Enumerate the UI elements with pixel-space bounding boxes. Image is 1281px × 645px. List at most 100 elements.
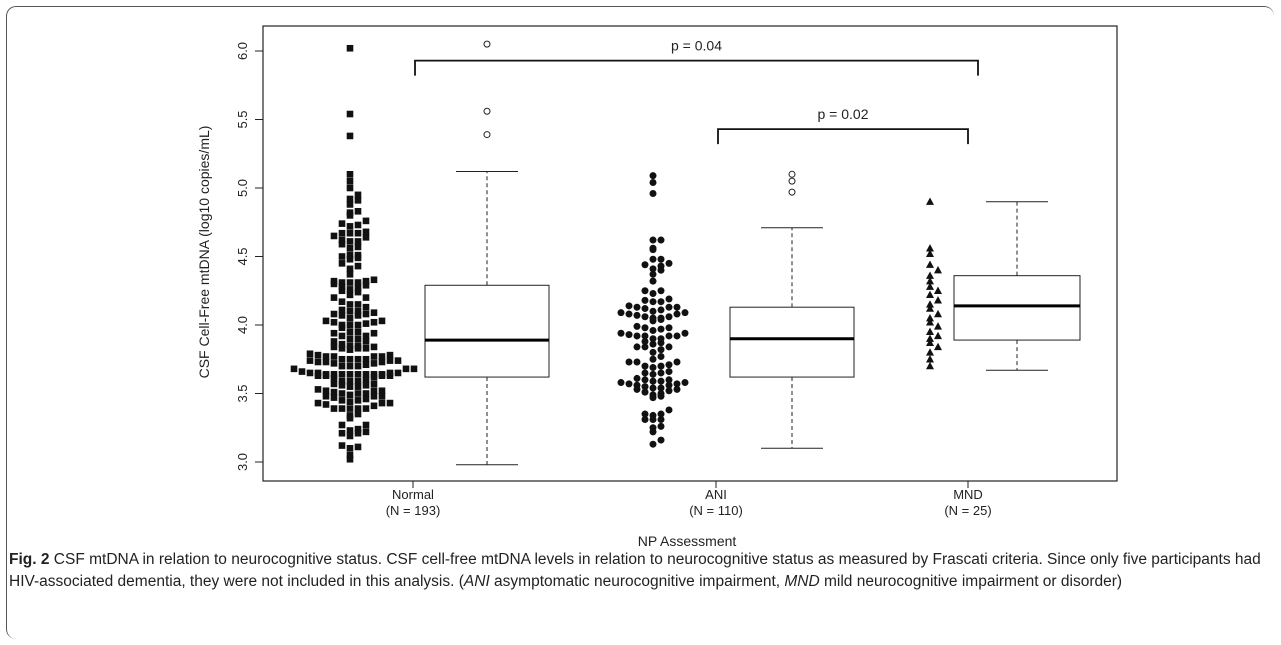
mnd-data-point xyxy=(934,266,942,274)
normal-data-point xyxy=(362,390,370,397)
ani-data-point xyxy=(665,387,673,395)
normal-data-point xyxy=(346,201,354,208)
ani-data-point xyxy=(641,410,649,418)
normal-data-point xyxy=(362,338,370,345)
normal-data-point xyxy=(346,377,354,385)
normal-data-point xyxy=(346,301,354,308)
ani-data-point xyxy=(657,377,665,385)
normal-data-point xyxy=(338,381,346,389)
normal-data-point xyxy=(346,171,354,178)
normal-data-point xyxy=(370,373,378,381)
mnd-data-point xyxy=(926,290,934,299)
normal-data-point xyxy=(338,355,346,363)
normal-data-point xyxy=(338,220,346,227)
normal-data-point xyxy=(362,294,370,301)
ani-data-point xyxy=(649,377,657,385)
ani-data-point xyxy=(649,298,657,306)
normal-data-point xyxy=(338,306,346,314)
mnd-data-point xyxy=(934,296,942,304)
normal-data-point xyxy=(378,353,386,360)
boxes xyxy=(424,40,1081,466)
normal-data-point xyxy=(354,262,362,270)
normal-data-point xyxy=(370,276,378,284)
normal-data-point xyxy=(410,365,418,373)
normal-data-point xyxy=(362,361,370,369)
strip-points xyxy=(290,44,942,463)
normal-data-point xyxy=(322,317,330,325)
normal-data-point xyxy=(330,338,338,345)
normal-data-point xyxy=(314,358,322,366)
normal-data-point xyxy=(346,445,354,452)
normal-data-point xyxy=(338,279,346,286)
ani-data-point xyxy=(657,298,665,306)
normal-data-point xyxy=(306,369,314,377)
mnd-data-point xyxy=(926,327,934,336)
y-tick-label: 3.5 xyxy=(235,384,250,402)
normal-data-point xyxy=(346,195,354,203)
normal-data-point xyxy=(338,390,346,397)
normal-data-point xyxy=(346,371,354,378)
normal-data-point xyxy=(370,309,378,316)
ani-data-point xyxy=(649,307,657,315)
figure-frame xyxy=(6,6,1274,639)
ani-data-point xyxy=(649,363,657,371)
normal-data-point xyxy=(346,238,354,245)
ani-data-point xyxy=(657,287,665,295)
ani-data-point xyxy=(649,255,657,263)
normal-data-point xyxy=(354,344,362,352)
normal-data-point xyxy=(338,405,346,412)
outlier-point xyxy=(483,107,491,115)
normal-data-point xyxy=(346,314,354,322)
normal-data-point xyxy=(330,343,338,351)
normal-data-point xyxy=(354,362,362,370)
iqr-box xyxy=(953,275,1081,341)
ani-data-point xyxy=(649,277,657,285)
y-tick-label: 4.0 xyxy=(235,316,250,334)
ani-data-point xyxy=(673,310,681,318)
normal-data-point xyxy=(338,429,346,437)
normal-data-point xyxy=(330,360,338,367)
normal-data-point xyxy=(354,238,362,245)
normal-data-point xyxy=(378,372,386,379)
normal-data-point xyxy=(338,253,346,260)
normal-data-point xyxy=(386,351,394,359)
ani-data-point xyxy=(641,296,649,304)
normal-data-point xyxy=(362,344,370,352)
x-tick-n-label: (N = 110) xyxy=(689,503,743,518)
x-tick-label: ANI xyxy=(705,487,727,502)
normal-data-point xyxy=(338,442,346,449)
normal-data-point xyxy=(338,236,346,244)
normal-data-point xyxy=(338,324,346,332)
normal-data-point xyxy=(322,387,330,395)
normal-boxplot xyxy=(424,40,550,466)
mnd-data-point xyxy=(934,309,942,318)
normal-data-point xyxy=(370,329,378,337)
normal-data-point xyxy=(370,360,378,367)
ani-data-point xyxy=(657,316,665,324)
mnd-data-point xyxy=(926,244,934,252)
box-plot-chart: 3.0 3.5 4.0 4.5 5.0 5.5 6.0 Normal(N = 193) ANI… xyxy=(196,25,1118,549)
outlier-point xyxy=(788,188,796,196)
normal-data-point xyxy=(314,351,322,359)
normal-data-point xyxy=(354,383,362,390)
ani-data-point xyxy=(665,295,673,303)
mnd-data-point xyxy=(926,334,934,342)
normal-data-point xyxy=(346,265,354,273)
normal-data-point xyxy=(362,303,370,311)
ani-data-point xyxy=(633,358,641,366)
normal-data-point xyxy=(362,320,370,327)
normal-data-point xyxy=(330,371,338,378)
ani-data-point xyxy=(633,303,641,311)
ani-data-point xyxy=(665,303,673,311)
ani-data-point xyxy=(649,348,657,356)
ani-data-point xyxy=(641,416,649,424)
normal-data-point xyxy=(346,405,354,412)
normal-data-point xyxy=(362,277,370,285)
normal-data-point xyxy=(322,372,330,379)
normal-data-point xyxy=(394,357,402,364)
x-axis: Normal(N = 193) ANI(N = 110) MND(N = 25) xyxy=(386,480,992,518)
normal-data-point xyxy=(346,110,354,118)
normal-data-point xyxy=(338,362,346,370)
normal-data-point xyxy=(362,405,370,412)
normal-data-point xyxy=(338,371,346,378)
